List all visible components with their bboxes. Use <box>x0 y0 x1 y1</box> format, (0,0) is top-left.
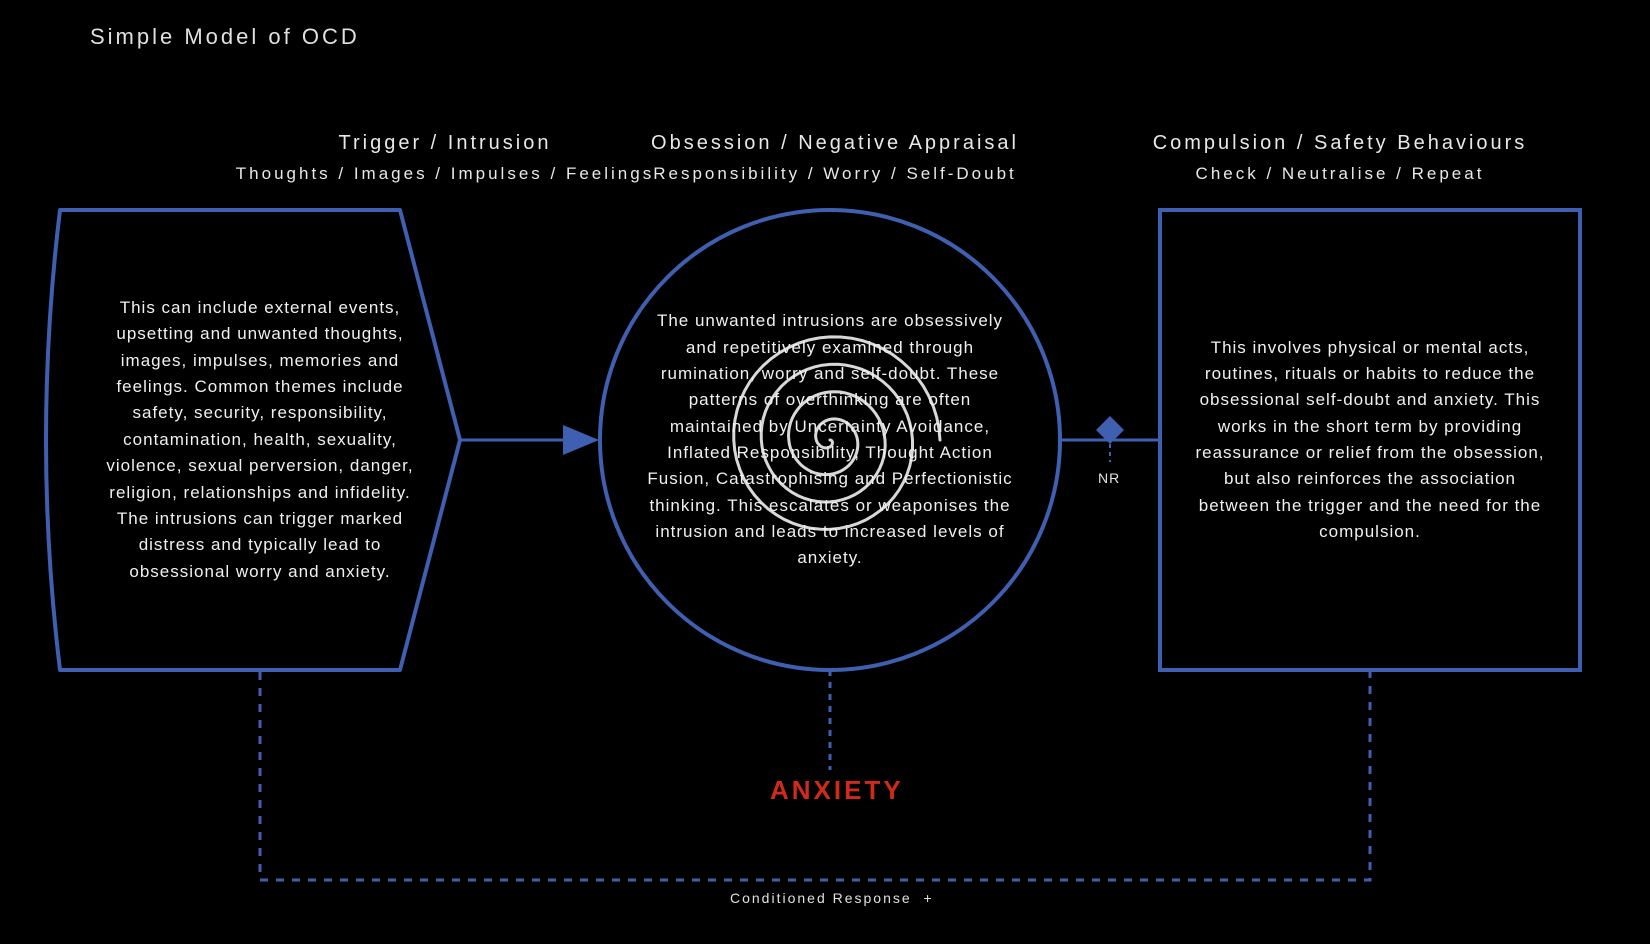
header-obsession-line2: Responsibility / Worry / Self-Doubt <box>615 160 1055 189</box>
header-compulsion-line2: Check / Neutralise / Repeat <box>1110 160 1570 189</box>
trigger-shape: This can include external events, upsett… <box>60 210 460 670</box>
nr-label: NR <box>1098 470 1120 486</box>
trigger-body-text: This can include external events, upsett… <box>80 295 440 585</box>
obsession-shape: The unwanted intrusions are obsessively … <box>600 210 1060 670</box>
obsession-body-text: The unwanted intrusions are obsessively … <box>630 308 1030 571</box>
header-trigger-line1: Trigger / Intrusion <box>235 126 655 160</box>
conditioned-response-label: Conditioned Response + <box>730 890 934 906</box>
page-title: Simple Model of OCD <box>90 24 360 50</box>
header-obsession-line1: Obsession / Negative Appraisal <box>615 126 1055 160</box>
header-trigger: Trigger / Intrusion Thoughts / Images / … <box>235 126 655 189</box>
header-compulsion: Compulsion / Safety Behaviours Check / N… <box>1110 126 1570 189</box>
conditioned-response-text: Conditioned Response <box>730 890 912 906</box>
anxiety-label: ANXIETY <box>770 775 904 806</box>
header-obsession: Obsession / Negative Appraisal Responsib… <box>615 126 1055 189</box>
compulsion-body-text: This involves physical or mental acts, r… <box>1180 335 1560 546</box>
header-compulsion-line1: Compulsion / Safety Behaviours <box>1110 126 1570 160</box>
header-trigger-line2: Thoughts / Images / Impulses / Feelings <box>235 160 655 189</box>
compulsion-shape: This involves physical or mental acts, r… <box>1160 210 1580 670</box>
conditioned-response-plus-icon: + <box>924 890 934 906</box>
